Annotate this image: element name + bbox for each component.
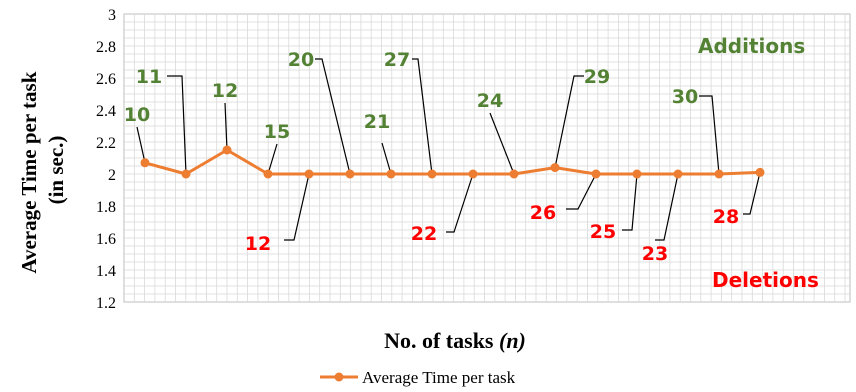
deletion-label: 25 <box>590 221 616 243</box>
series-line <box>144 148 761 176</box>
x-axis-title-main: No. of tasks <box>384 328 499 353</box>
annotation-leader-line <box>315 58 351 175</box>
series-point <box>263 169 273 179</box>
legend: Average Time per task <box>320 368 516 387</box>
additions-title: Additions <box>698 34 805 58</box>
y-tick-label: 2.4 <box>96 103 116 120</box>
y-tick-label: 2 <box>108 167 116 184</box>
y-tick-label: 1.8 <box>96 199 116 216</box>
series-point <box>222 145 232 155</box>
addition-label: 30 <box>672 86 698 108</box>
grid-lines <box>123 13 851 303</box>
annotation-leader-line <box>566 173 597 210</box>
y-tick-label: 2.8 <box>96 39 116 56</box>
legend-dot-marker <box>334 372 344 382</box>
annotation-leader-line <box>446 173 474 233</box>
x-axis-title: No. of tasks (n) <box>384 328 526 353</box>
annotation-leader-line <box>489 112 515 175</box>
series-point <box>140 158 150 168</box>
series-point <box>509 169 519 179</box>
y-axis-title: Average Time per task (in sec.) <box>17 66 68 273</box>
series-point <box>181 169 191 179</box>
addition-label: 11 <box>136 66 162 88</box>
series-point <box>755 167 765 177</box>
series-layer <box>140 145 765 179</box>
deletions-title: Deletions <box>712 268 819 292</box>
addition-label: 20 <box>288 49 314 71</box>
annotation-leader-line <box>224 102 228 151</box>
deletion-label: 12 <box>245 233 271 255</box>
y-tick-label: 1.2 <box>96 295 116 312</box>
series-point <box>673 169 683 179</box>
y-tick-label: 2.6 <box>96 71 116 88</box>
series-point <box>427 169 437 179</box>
annotation-leader-lines <box>136 58 761 241</box>
deletion-label: 22 <box>411 223 437 245</box>
y-tick-label: 1.4 <box>96 263 116 280</box>
annotation-labels: 10 11 12 15 20 21 27 24 29 30 12 22 26 25 23 28 <box>124 49 739 265</box>
addition-label: 27 <box>384 49 410 71</box>
annotation-leader-line <box>743 172 761 215</box>
annotation-leader-line <box>167 75 187 175</box>
series-point <box>468 169 478 179</box>
series-point <box>386 169 396 179</box>
annotation-leader-line <box>381 142 392 175</box>
addition-label: 29 <box>584 66 610 88</box>
series-point <box>304 169 314 179</box>
annotation-leader-line <box>267 143 278 175</box>
addition-label: 15 <box>264 121 290 143</box>
annotation-leader-line <box>655 173 679 241</box>
annotation-leader-line <box>284 173 310 241</box>
annotation-leader-line <box>622 173 638 231</box>
annotation-leader-line <box>699 95 720 175</box>
legend-label: Average Time per task <box>362 368 516 387</box>
x-axis-title-italic: (n) <box>499 328 526 353</box>
y-tick-label: 3 <box>108 7 116 24</box>
y-axis-ticks: 3 2.8 2.6 2.4 2.2 2 1.8 1.6 1.4 1.2 <box>96 7 116 312</box>
addition-label: 21 <box>364 111 390 133</box>
y-tick-label: 2.2 <box>96 135 116 152</box>
addition-label: 10 <box>124 104 150 126</box>
addition-label: 24 <box>477 90 503 112</box>
annotation-leader-line <box>554 75 584 168</box>
y-axis-title-line1: Average Time per task <box>17 71 41 273</box>
series-point <box>345 169 355 179</box>
series-point <box>632 169 642 179</box>
annotation-leader-line <box>136 126 146 163</box>
deletion-label: 28 <box>713 206 739 228</box>
y-axis-title-line2: (in sec.) <box>44 136 68 205</box>
addition-label: 12 <box>212 80 238 102</box>
deletion-label: 23 <box>642 243 668 265</box>
deletion-label: 26 <box>530 202 556 224</box>
series-point <box>714 169 724 179</box>
series-point <box>550 163 560 173</box>
series-point <box>591 169 601 179</box>
y-tick-label: 1.6 <box>96 231 116 248</box>
annotation-leader-line <box>412 58 433 175</box>
